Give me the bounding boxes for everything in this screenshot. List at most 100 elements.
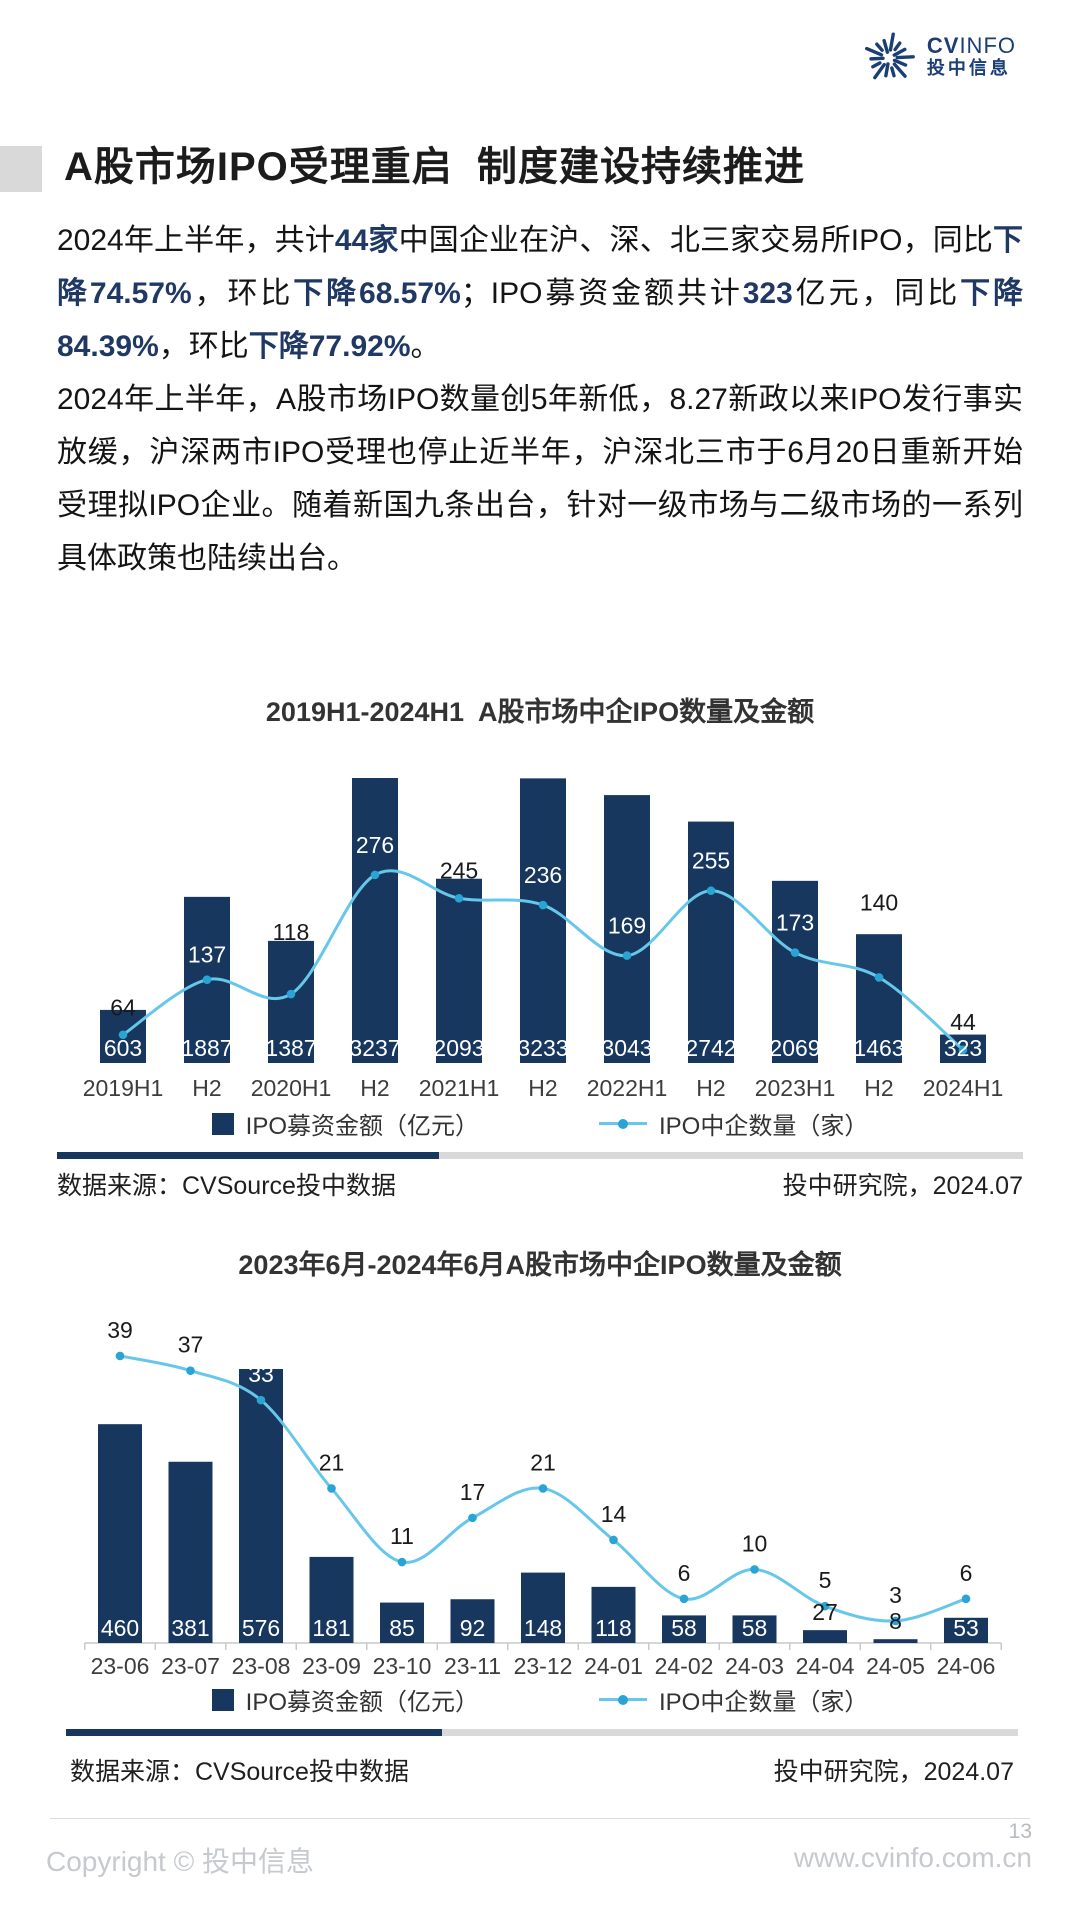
detail-paragraph: 2024年上半年，A股市场IPO数量创5年新低，8.27新政以来IPO发行事实放… bbox=[57, 383, 1023, 575]
bar-value-label: 460 bbox=[101, 1615, 139, 1641]
text-run: 2024年上半年，共计 bbox=[57, 224, 335, 257]
highlight-stat: 下降68.57% bbox=[293, 277, 461, 310]
highlight-stat: 下降84.39% bbox=[57, 277, 1024, 363]
line-value-label: 255 bbox=[692, 848, 730, 874]
x-axis-label: 2023H1 bbox=[755, 1075, 836, 1101]
legend-item-bar: IPO募资金额（亿元） bbox=[211, 1682, 479, 1717]
line-marker bbox=[538, 900, 548, 910]
line-value-label: 21 bbox=[319, 1449, 345, 1475]
chart1-legend: IPO募资金额（亿元） IPO中企数量（家） bbox=[40, 1106, 1040, 1141]
bar-value-label: 53 bbox=[953, 1615, 979, 1641]
website-url: www.cvinfo.com.cn bbox=[793, 1842, 1032, 1873]
bar bbox=[772, 880, 818, 1063]
logo-brand-en: CVINFO bbox=[927, 33, 1016, 58]
bar bbox=[521, 1572, 565, 1643]
line-marker bbox=[370, 870, 380, 880]
bar bbox=[591, 1586, 636, 1643]
line-swatch-icon bbox=[599, 1118, 647, 1129]
institute-date-label: 投中研究院，2024.07 bbox=[773, 1758, 1014, 1786]
bar bbox=[352, 778, 398, 1063]
bar-value-label: 181 bbox=[312, 1615, 350, 1641]
x-axis-label: H2 bbox=[864, 1075, 893, 1101]
line-marker bbox=[622, 951, 632, 960]
burst-ray bbox=[873, 62, 886, 80]
line-value-label: 169 bbox=[608, 913, 646, 939]
x-axis-label: 23-07 bbox=[161, 1653, 220, 1679]
page-number: 13 bbox=[1008, 1820, 1032, 1843]
line-value-label: 140 bbox=[860, 889, 898, 915]
x-axis-label: H2 bbox=[360, 1075, 389, 1101]
section-divider bbox=[66, 1729, 1018, 1736]
line-value-label: 137 bbox=[188, 942, 226, 968]
intro-paragraph: 2024年上半年，共计44家中国企业在沪、深、北三家交易所IPO，同比下降74.… bbox=[57, 214, 1023, 373]
legend-label: IPO募资金额（亿元） bbox=[245, 1689, 479, 1716]
highlight-stat: 323 bbox=[742, 277, 793, 310]
bar-swatch-icon bbox=[211, 1688, 234, 1711]
line-value-label: 21 bbox=[530, 1449, 556, 1475]
x-axis-label: H2 bbox=[696, 1075, 725, 1101]
bar-value-label: 1887 bbox=[181, 1035, 232, 1061]
bar bbox=[944, 1617, 988, 1643]
cvinfo-burst-icon bbox=[864, 32, 915, 80]
bar-value-label: 27 bbox=[812, 1599, 838, 1625]
x-axis-label: 2024H1 bbox=[923, 1075, 1004, 1101]
line-marker bbox=[609, 1535, 618, 1545]
line-value-label: 11 bbox=[390, 1523, 414, 1549]
burst-ray bbox=[892, 47, 907, 57]
x-axis-label: 2022H1 bbox=[587, 1075, 668, 1101]
legend-item-bar: IPO募资金额（亿元） bbox=[211, 1106, 479, 1141]
monthly-ipo-chart: 2023年6月-2024年6月A股市场中企IPO数量及金额 23-06 23-07 2… bbox=[84, 1249, 1002, 1679]
bar-value-label: 58 bbox=[671, 1615, 697, 1641]
line-marker bbox=[706, 886, 716, 896]
x-axis-label: H2 bbox=[528, 1075, 557, 1101]
bar bbox=[98, 1424, 142, 1643]
burst-ray bbox=[871, 61, 882, 69]
bar-value-label: 8 bbox=[889, 1608, 902, 1634]
chart1-source-row: 数据来源：CVSource投中数据 投中研究院，2024.07 bbox=[57, 1166, 1023, 1202]
line-marker bbox=[397, 1557, 407, 1567]
bar-value-label: 576 bbox=[242, 1615, 280, 1641]
x-axis-label: 23-06 bbox=[91, 1653, 150, 1679]
bar bbox=[268, 940, 314, 1063]
text-run: ，环比 bbox=[191, 277, 294, 310]
halfyear-ipo-chart: 2019H1-2024H1 A股市场中企IPO数量及金额 2019H1 H2 2020… bbox=[83, 696, 1004, 1101]
bar bbox=[856, 934, 902, 1063]
line-value-label: 5 bbox=[819, 1567, 832, 1593]
text-run: ，环比 bbox=[158, 330, 249, 363]
bar-value-label: 58 bbox=[742, 1615, 768, 1641]
x-axis-label: 24-06 bbox=[937, 1653, 996, 1679]
bar-value-label: 2069 bbox=[769, 1035, 820, 1061]
x-axis-label: 2019H1 bbox=[83, 1075, 164, 1101]
logo-info: INFO bbox=[959, 33, 1016, 58]
text-run: 。 bbox=[410, 330, 441, 363]
bar-value-label: 1463 bbox=[853, 1035, 904, 1061]
bar bbox=[604, 795, 650, 1063]
line-value-label: 245 bbox=[440, 857, 478, 883]
bar bbox=[309, 1556, 354, 1643]
line-marker bbox=[115, 1351, 125, 1361]
line-marker bbox=[538, 1484, 548, 1493]
burst-ray bbox=[895, 55, 915, 60]
bar-value-label: 2093 bbox=[433, 1035, 484, 1061]
chart-title: 2023年6月-2024年6月A股市场中企IPO数量及金额 bbox=[238, 1249, 841, 1280]
line-marker bbox=[202, 975, 212, 985]
line-marker bbox=[790, 948, 800, 957]
bar-value-label: 118 bbox=[595, 1615, 632, 1641]
bar bbox=[873, 1639, 918, 1643]
bar bbox=[380, 1602, 424, 1643]
x-axis-label: 24-04 bbox=[796, 1653, 855, 1679]
legend-label: IPO中企数量（家） bbox=[659, 1113, 869, 1140]
line-marker bbox=[186, 1366, 195, 1375]
footer-rule bbox=[50, 1818, 1030, 1819]
logo-cv: CV bbox=[926, 33, 960, 58]
bar-value-label: 92 bbox=[460, 1615, 486, 1641]
bar-value-label: 1387 bbox=[265, 1035, 316, 1061]
line-marker bbox=[891, 1616, 900, 1626]
bar-value-label: 3043 bbox=[601, 1035, 652, 1061]
institute-date-label: 投中研究院，2024.07 bbox=[782, 1172, 1023, 1200]
x-axis-label: 23-10 bbox=[373, 1653, 432, 1679]
bar-value-label: 381 bbox=[171, 1615, 209, 1641]
title-accent-square bbox=[0, 146, 42, 192]
text-run: 亿元，同比 bbox=[792, 277, 961, 310]
